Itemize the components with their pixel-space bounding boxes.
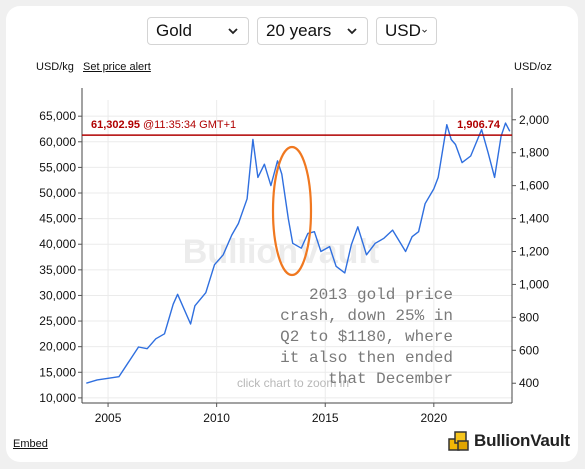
- current-price-kg-value: 61,302.95: [91, 119, 140, 131]
- right-tick-label: 1,200: [519, 245, 549, 259]
- left-axis-ticks: 10,000 15,000 20,000 25,000 30,000 35,000 40,0…: [39, 109, 82, 405]
- metal-select-value: Gold: [156, 21, 192, 40]
- right-unit-label: USD/oz: [514, 61, 552, 73]
- chevron-down-icon: [228, 28, 238, 35]
- current-price-timestamp: @11:35:34 GMT+1: [143, 119, 236, 131]
- right-tick-label: 800: [519, 310, 539, 324]
- x-axis-ticks: 2005 2010 2015 2020: [95, 403, 447, 425]
- annotation-line-2: crash, down 25% in: [280, 307, 453, 325]
- chevron-down-icon: [422, 29, 427, 33]
- left-unit-label: USD/kg: [36, 61, 74, 73]
- right-tick-label: 400: [519, 376, 539, 390]
- bullion-bars-icon: [448, 431, 469, 451]
- left-tick-label: 35,000: [39, 263, 76, 277]
- current-price-group: 61,302.95 @11:35:34 GMT+1 1,906.74: [82, 119, 512, 136]
- right-tick-label: 1,800: [519, 146, 549, 160]
- left-tick-label: 30,000: [39, 288, 76, 302]
- left-tick-label: 20,000: [39, 340, 76, 354]
- left-tick-label: 10,000: [39, 391, 76, 405]
- right-tick-label: 600: [519, 343, 539, 357]
- zoom-hint: click chart to zoom in: [237, 376, 349, 390]
- left-tick-label: 65,000: [39, 109, 76, 123]
- x-tick-label: 2005: [95, 411, 122, 425]
- annotation-text: 2013 gold price crash, down 25% in Q2 to…: [280, 286, 453, 388]
- left-tick-label: 50,000: [39, 186, 76, 200]
- period-select[interactable]: 20 years: [257, 17, 368, 45]
- annotation-line-3: Q2 to $1180, where: [280, 328, 453, 346]
- bullionvault-logo[interactable]: BullionVault: [448, 430, 570, 452]
- x-tick-label: 2015: [312, 411, 339, 425]
- current-price-oz: 1,906.74: [457, 119, 501, 131]
- period-select-value: 20 years: [266, 21, 332, 40]
- left-tick-label: 60,000: [39, 135, 76, 149]
- x-tick-label: 2010: [203, 411, 230, 425]
- left-tick-label: 40,000: [39, 237, 76, 251]
- current-price-kg: 61,302.95 @11:35:34 GMT+1: [91, 119, 236, 131]
- chart-panel: [6, 6, 578, 462]
- right-tick-label: 1,600: [519, 179, 549, 193]
- annotation-line-4: it also then ended: [280, 349, 453, 367]
- left-tick-label: 15,000: [39, 365, 76, 379]
- annotation-line-1: 2013 gold price: [309, 286, 453, 304]
- right-axis-ticks: 400 600 800 1,000 1,200 1,400 1,600 1,800 2,000: [512, 113, 549, 390]
- left-tick-label: 25,000: [39, 314, 76, 328]
- currency-select[interactable]: USD: [376, 17, 437, 45]
- right-tick-label: 2,000: [519, 113, 549, 127]
- x-tick-label: 2020: [420, 411, 447, 425]
- brand-name: BullionVault: [474, 431, 570, 450]
- right-tick-label: 1,400: [519, 212, 549, 226]
- chevron-down-icon: [347, 28, 357, 35]
- embed-link[interactable]: Embed: [13, 438, 48, 450]
- right-tick-label: 1,000: [519, 277, 549, 291]
- left-tick-label: 55,000: [39, 160, 76, 174]
- currency-select-value: USD: [385, 21, 421, 40]
- metal-select[interactable]: Gold: [147, 17, 249, 45]
- annotation-line-5: that December: [328, 370, 453, 388]
- crash-highlight-ellipse: [271, 145, 313, 277]
- left-tick-label: 45,000: [39, 212, 76, 226]
- set-price-alert-link[interactable]: Set price alert: [83, 61, 151, 73]
